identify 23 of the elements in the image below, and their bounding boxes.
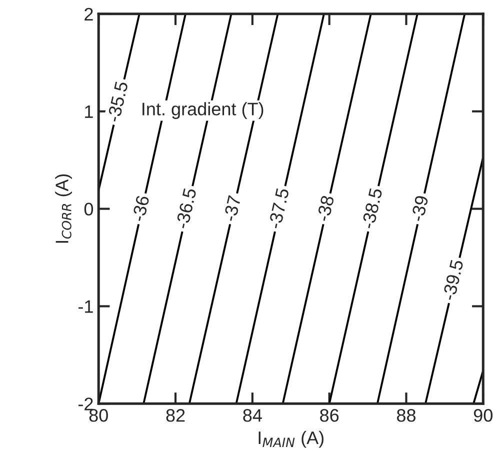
text: -38.5 [361,188,382,230]
x-axis-title: I$_{MAIN}$ (A) [258,430,324,448]
y-tick-label: -2 [78,398,93,410]
x-tick-label: 82 [166,409,185,422]
text: -37.5 [268,188,290,230]
x-tick-label: 84 [243,409,262,422]
x-tick-label: 90 [474,409,492,422]
annotation: Int. gradient (T) [142,102,264,120]
x-tick-label: 80 [89,409,108,422]
y-tick-label: 2 [84,8,93,20]
x-tick-label: 88 [396,409,416,422]
y-tick-label: 0 [84,202,94,216]
text: -36 [132,195,150,222]
text: -37 [223,195,241,222]
text: -39 [410,195,428,222]
text: -36.5 [175,188,197,230]
text: -38 [316,195,334,222]
text: -35.5 [106,81,128,122]
text: -39.5 [442,259,464,301]
x-tick-label: 86 [320,409,339,422]
y-tick-label: 1 [85,105,93,118]
y-axis-title: I$_{CORR}$ (A) [55,174,72,243]
y-tick-label: -1 [78,300,93,313]
